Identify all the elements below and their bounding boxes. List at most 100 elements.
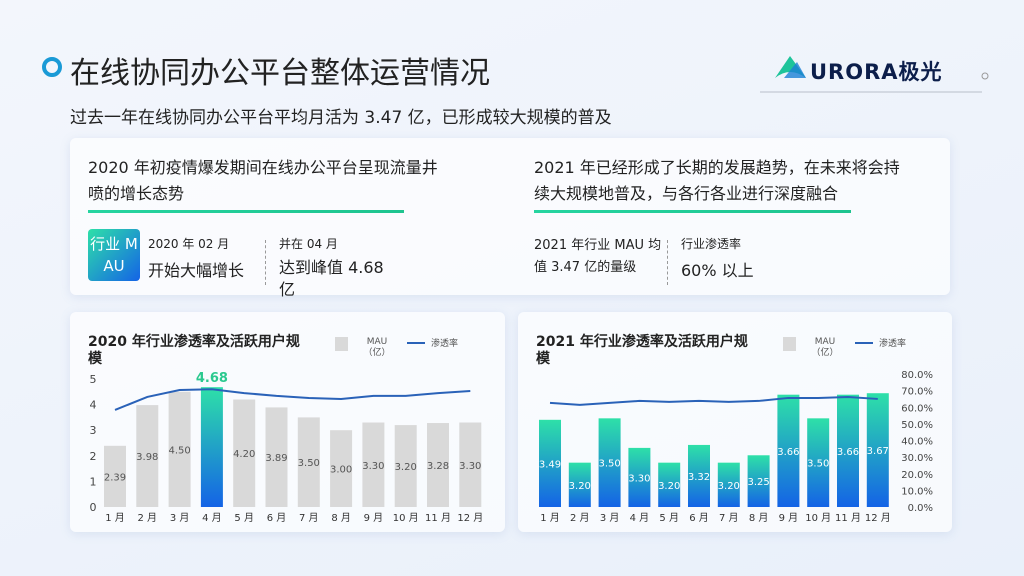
y2-tick-label: 50.0% xyxy=(901,420,933,431)
item-label: 2020 年 02 月 xyxy=(148,237,230,251)
x-tick-label: 5 月 xyxy=(234,512,254,524)
bar xyxy=(265,407,288,507)
item-value: 达到峰值 4.68 亿 xyxy=(279,258,384,299)
x-tick-label: 1 月 xyxy=(540,512,560,524)
y2-tick-label: 80.0% xyxy=(901,370,933,381)
x-tick-label: 10 月 xyxy=(805,512,831,524)
legend-label: 渗透率 xyxy=(431,337,458,349)
y2-tick-label: 40.0% xyxy=(901,437,933,448)
bar xyxy=(136,405,159,507)
badge: 行业 MAU xyxy=(88,229,140,281)
bar xyxy=(747,455,770,507)
x-tick-label: 11 月 xyxy=(835,512,861,524)
x-tick-label: 7 月 xyxy=(299,512,319,524)
y-tick-label: 1 xyxy=(90,475,97,488)
data-label: 3.30 xyxy=(628,473,650,484)
bar xyxy=(688,444,710,507)
item-label: 并在 04 月 xyxy=(279,237,338,251)
bar xyxy=(233,399,256,507)
data-label: 3.28 xyxy=(427,461,449,472)
bar xyxy=(598,418,621,507)
x-tick-label: 3 月 xyxy=(170,512,190,524)
bar xyxy=(866,393,889,507)
y2-tick-label: 70.0% xyxy=(901,387,933,398)
x-tick-label: 12 月 xyxy=(865,512,891,524)
data-label: 3.50 xyxy=(807,459,829,470)
bar xyxy=(394,425,417,507)
data-label: 3.20 xyxy=(395,462,417,473)
data-label: 3.89 xyxy=(265,453,287,464)
x-tick-label: 4 月 xyxy=(630,512,650,524)
data-label: 3.66 xyxy=(777,447,799,458)
data-label: 3.32 xyxy=(688,472,710,483)
chart-title: 2021 年行业渗透率及活跃用户规模 xyxy=(536,334,748,367)
data-label: 3.66 xyxy=(837,447,859,458)
item-value: 60% 以上 xyxy=(681,261,754,280)
item-label: 行业渗透率 xyxy=(681,237,742,251)
bar xyxy=(658,462,681,507)
x-tick-label: 6 月 xyxy=(689,512,709,524)
y-tick-label: 0 xyxy=(90,501,97,514)
y-tick-label: 3 xyxy=(90,424,97,437)
y-tick-label: 5 xyxy=(90,373,97,386)
underline xyxy=(88,210,404,213)
x-tick-label: 10 月 xyxy=(393,512,419,524)
chart-panel: 2020 年行业渗透率及活跃用户规模 0 1 2 3 4 5 2.39 3.98 4.50 4.68… xyxy=(70,312,505,532)
y2-tick-label: 10.0% xyxy=(901,486,933,497)
x-tick-label: 8 月 xyxy=(749,512,769,524)
y2-tick-label: 20.0% xyxy=(901,470,933,481)
chart-panel: 2021 年行业渗透率及活跃用户规模 0.0% 10.0% 20.0% 30.0% 40.… xyxy=(518,312,952,532)
chart: 0 1 2 3 4 5 2.39 3.98 4.50 4.68 4.20 3.89 3.50 3.00 3.… xyxy=(90,337,483,524)
data-label: 3.49 xyxy=(539,459,561,470)
bar xyxy=(837,394,859,507)
y2-tick-label: 30.0% xyxy=(901,453,933,464)
y2-tick-label: 60.0% xyxy=(901,403,933,414)
summary-card xyxy=(70,138,950,295)
divider xyxy=(667,240,668,285)
data-label: 4.68 xyxy=(196,371,228,386)
bar xyxy=(297,417,320,507)
right-heading: 2021 年已经形成了长期的发展趋势，在未来将会持续大规模地普及，与各行各业进行… xyxy=(534,158,900,203)
x-tick-label: 11 月 xyxy=(425,512,451,524)
underline xyxy=(534,210,851,213)
data-label: 2.39 xyxy=(104,472,126,483)
x-tick-label: 2 月 xyxy=(138,512,158,524)
line xyxy=(549,395,878,406)
x-tick-label: 1 月 xyxy=(105,512,125,524)
legend-label: 渗透率 xyxy=(879,337,906,349)
x-tick-label: 6 月 xyxy=(267,512,287,524)
bar xyxy=(362,422,385,507)
data-label: 3.30 xyxy=(362,461,384,472)
legend-label: MAU（亿） xyxy=(363,337,391,358)
data-label: 4.20 xyxy=(233,449,255,460)
bar xyxy=(628,447,651,507)
bar xyxy=(459,422,482,507)
x-tick-label: 2 月 xyxy=(570,512,590,524)
logo-mark-2 xyxy=(784,62,806,78)
bar xyxy=(568,462,591,507)
chart-title: 2020 年行业渗透率及活跃用户规模 xyxy=(88,334,300,367)
item-value: 2021 年行业 MAU 均值 3.47 亿的量级 xyxy=(534,238,662,275)
divider xyxy=(265,240,266,285)
rule-dot xyxy=(981,72,989,80)
data-label: 3.00 xyxy=(330,465,352,476)
data-label: 3.30 xyxy=(459,461,481,472)
item-value: 开始大幅增长 xyxy=(148,261,245,280)
left-heading: 2020 年初疫情爆发期间在线办公平台呈现流量井喷的增长态势 xyxy=(88,158,438,203)
bar xyxy=(330,430,353,507)
x-tick-label: 4 月 xyxy=(202,512,222,524)
bar xyxy=(717,462,740,507)
bar xyxy=(777,394,800,507)
bar xyxy=(200,387,223,507)
data-label: 3.50 xyxy=(298,458,320,469)
page-title: 在线协同办公平台整体运营情况 xyxy=(70,56,490,91)
y2-tick-label: 0.0% xyxy=(908,503,933,514)
x-tick-label: 9 月 xyxy=(779,512,799,524)
bar xyxy=(807,418,830,507)
bar xyxy=(427,423,449,507)
bar xyxy=(539,419,561,507)
legend-label: MAU（亿） xyxy=(811,337,839,358)
y-tick-label: 2 xyxy=(90,450,97,463)
